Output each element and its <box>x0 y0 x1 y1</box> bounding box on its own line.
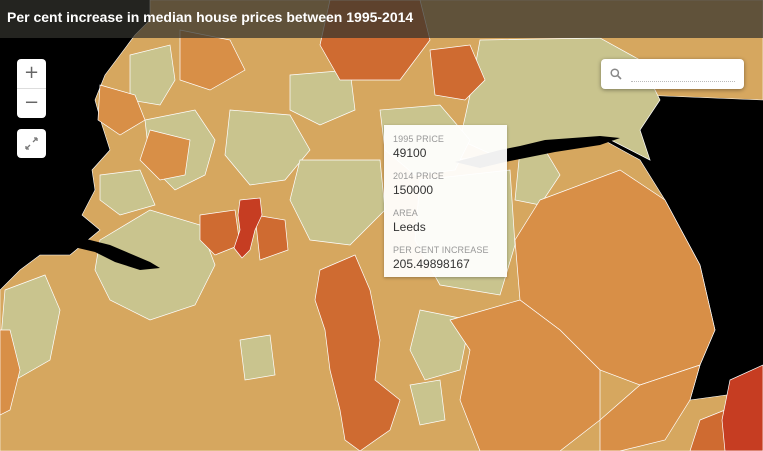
area-value: Leeds <box>393 220 426 234</box>
regions-medium[interactable] <box>0 29 716 451</box>
price-2014-value: 150000 <box>393 183 434 197</box>
price-1995-value: 49100 <box>393 146 427 160</box>
region-leeds <box>233 197 263 259</box>
area-label: AREA <box>393 208 418 218</box>
map-title: Per cent increase in median house prices… <box>7 9 414 25</box>
zoom-in-button[interactable]: + <box>23 62 40 83</box>
zoom-out-button[interactable]: − <box>17 88 46 118</box>
search-box <box>601 59 744 89</box>
price-1995-label: 1995 PRICE <box>393 134 445 144</box>
search-input[interactable] <box>631 66 735 82</box>
title-bar: Per cent increase in median house prices… <box>0 0 763 38</box>
zoom-control: + − <box>17 59 46 118</box>
percent-increase-value: 205.49898167 <box>393 257 470 271</box>
price-2014-label: 2014 PRICE <box>393 171 445 181</box>
area-info-popup: 1995 PRICE 49100 2014 PRICE 150000 AREA … <box>384 125 507 277</box>
percent-increase-label: PER CENT INCREASE <box>393 245 489 255</box>
regions-very-high[interactable] <box>233 197 763 451</box>
expand-icon <box>25 137 38 150</box>
fullscreen-button[interactable] <box>17 129 46 158</box>
search-icon <box>610 68 622 80</box>
